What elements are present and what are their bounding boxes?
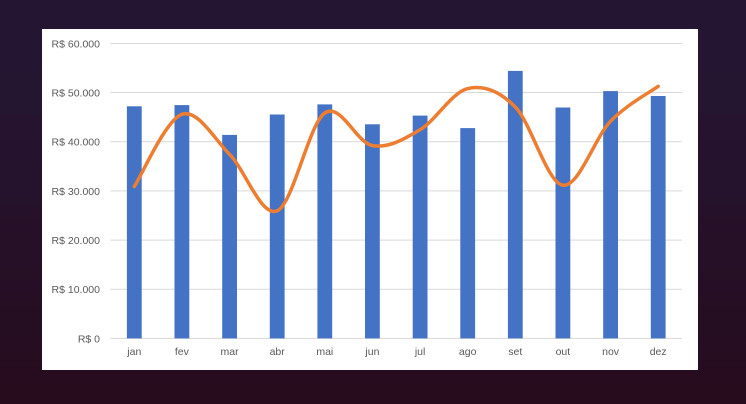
svg-text:R$ 10.000: R$ 10.000 (52, 284, 101, 296)
svg-text:R$ 50.000: R$ 50.000 (52, 87, 101, 99)
svg-text:R$ 20.000: R$ 20.000 (52, 235, 101, 247)
svg-text:dez: dez (650, 346, 667, 358)
svg-text:R$ 0: R$ 0 (78, 333, 100, 345)
svg-text:jun: jun (364, 346, 379, 358)
svg-text:mai: mai (316, 346, 333, 358)
svg-text:nov: nov (602, 346, 620, 358)
svg-text:out: out (556, 346, 571, 358)
svg-text:R$ 40.000: R$ 40.000 (52, 137, 101, 149)
svg-text:set: set (508, 346, 522, 358)
svg-text:mar: mar (221, 346, 240, 358)
svg-text:abr: abr (270, 346, 286, 358)
svg-text:jul: jul (414, 346, 426, 358)
svg-text:jan: jan (126, 346, 141, 358)
svg-text:ago: ago (459, 346, 477, 358)
svg-text:R$ 60.000: R$ 60.000 (52, 38, 101, 50)
svg-text:R$ 30.000: R$ 30.000 (52, 186, 101, 198)
svg-text:fev: fev (175, 346, 190, 358)
